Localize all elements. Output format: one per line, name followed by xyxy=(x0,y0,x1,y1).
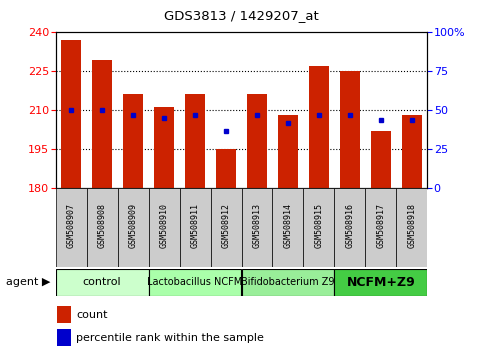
Text: GSM508915: GSM508915 xyxy=(314,203,324,249)
Text: count: count xyxy=(76,310,108,320)
Text: GSM508911: GSM508911 xyxy=(190,203,199,249)
Bar xyxy=(340,71,360,188)
Bar xyxy=(154,107,174,188)
Text: GSM508914: GSM508914 xyxy=(284,203,293,249)
Text: percentile rank within the sample: percentile rank within the sample xyxy=(76,333,264,343)
Bar xyxy=(185,94,205,188)
Bar xyxy=(123,94,143,188)
Bar xyxy=(92,61,112,188)
Text: agent ▶: agent ▶ xyxy=(6,277,51,287)
Bar xyxy=(149,269,242,296)
Text: GSM508918: GSM508918 xyxy=(408,203,416,249)
Bar xyxy=(366,188,397,267)
Text: Bifidobacterium Z9: Bifidobacterium Z9 xyxy=(241,277,335,287)
Text: GDS3813 / 1429207_at: GDS3813 / 1429207_at xyxy=(164,9,319,22)
Bar xyxy=(216,149,236,188)
Text: Lactobacillus NCFM: Lactobacillus NCFM xyxy=(147,277,242,287)
Bar xyxy=(397,188,427,267)
Bar xyxy=(61,40,81,188)
Bar xyxy=(149,188,180,267)
Bar xyxy=(247,94,267,188)
Text: GSM508916: GSM508916 xyxy=(345,203,355,249)
Bar xyxy=(57,329,71,347)
Text: GSM508908: GSM508908 xyxy=(98,203,107,249)
Bar xyxy=(57,306,71,323)
Bar xyxy=(56,188,86,267)
Bar xyxy=(278,115,298,188)
Bar xyxy=(303,188,334,267)
Bar xyxy=(242,269,334,296)
Bar xyxy=(272,188,303,267)
Bar xyxy=(242,188,272,267)
Text: GSM508917: GSM508917 xyxy=(376,203,385,249)
Bar xyxy=(56,269,149,296)
Bar xyxy=(371,131,391,188)
Text: NCFM+Z9: NCFM+Z9 xyxy=(347,276,415,289)
Bar xyxy=(334,269,427,296)
Bar xyxy=(402,115,422,188)
Text: control: control xyxy=(83,277,121,287)
Bar xyxy=(309,65,329,188)
Text: GSM508912: GSM508912 xyxy=(222,203,230,249)
Bar xyxy=(117,188,149,267)
Text: GSM508909: GSM508909 xyxy=(128,203,138,249)
Bar xyxy=(86,188,117,267)
Bar xyxy=(211,188,242,267)
Text: GSM508913: GSM508913 xyxy=(253,203,261,249)
Bar xyxy=(334,188,366,267)
Text: GSM508907: GSM508907 xyxy=(67,203,75,249)
Bar xyxy=(180,188,211,267)
Text: GSM508910: GSM508910 xyxy=(159,203,169,249)
